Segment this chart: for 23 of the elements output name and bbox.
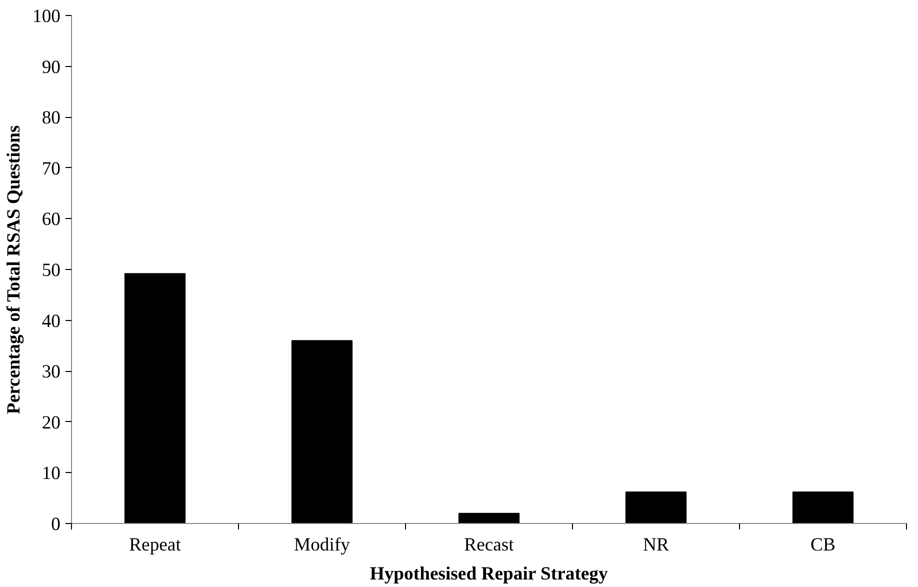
x-tick-label: NR xyxy=(643,534,670,556)
bar xyxy=(625,492,687,524)
x-tick-label: Recast xyxy=(464,534,515,556)
y-tick-label: 100 xyxy=(32,6,60,27)
y-tick-label: 50 xyxy=(42,260,60,281)
bar xyxy=(458,512,520,524)
bar xyxy=(792,492,854,524)
bar xyxy=(124,273,186,524)
y-tick-label: 60 xyxy=(42,209,60,230)
y-tick-label: 20 xyxy=(42,412,60,434)
y-tick-label: 70 xyxy=(42,158,60,180)
y-tick-label: 30 xyxy=(42,362,60,383)
x-tick-label: CB xyxy=(810,534,836,556)
y-tick-label: 80 xyxy=(42,108,60,129)
x-tick-label: Repeat xyxy=(129,534,182,556)
x-axis-title: Hypothesised Repair Strategy xyxy=(370,564,609,584)
y-tick-label: 0 xyxy=(51,514,60,535)
y-axis-title: Percentage of Total RSAS Questions xyxy=(4,125,25,414)
y-tick-label: 90 xyxy=(42,56,60,78)
x-tick-label: Modify xyxy=(294,534,351,556)
bar xyxy=(291,340,353,524)
y-tick-label: 10 xyxy=(42,463,60,484)
y-tick-label: 40 xyxy=(42,310,60,332)
